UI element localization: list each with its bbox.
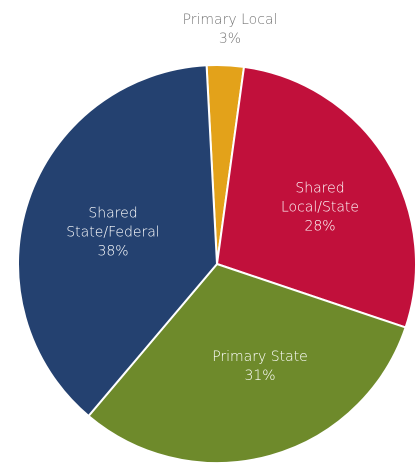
value-label: 3% [218,31,242,47]
value-label: 28% [304,218,336,235]
value-label: 31% [244,368,276,384]
category-label: Primary State [212,349,308,365]
category-label: Shared Local/State [280,180,360,216]
category-label: Primary Local [182,12,278,28]
slice-label: Shared Local/State 28% [270,180,370,237]
pie-slice [17,64,219,418]
slice-label: Shared State/Federal 38% [58,205,168,262]
slice-label: Primary State 31% [190,348,330,386]
category-label: Shared State/Federal [66,205,160,241]
pie-slice [215,65,417,329]
slice-label: Primary Local 3% [165,11,295,49]
pie-slice [87,262,407,464]
value-label: 38% [97,243,129,260]
